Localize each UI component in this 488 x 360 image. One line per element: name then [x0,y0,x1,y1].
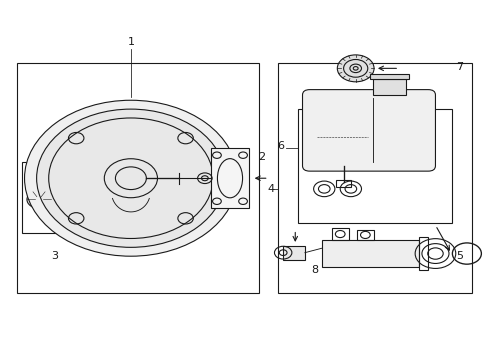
Bar [331,228,348,240]
Bar [356,230,373,240]
Bar [418,237,427,270]
Circle shape [24,100,237,256]
Circle shape [337,55,373,82]
Circle shape [27,191,51,208]
Text: 6: 6 [277,141,284,151]
Bar [369,74,408,79]
Bar [210,148,249,208]
Bar [278,63,471,293]
Bar [17,63,259,293]
Text: 2: 2 [257,152,264,162]
Bar [297,109,451,222]
Text: 7: 7 [455,62,462,72]
Text: 5: 5 [455,251,462,261]
Text: 1: 1 [127,37,134,47]
Bar [22,162,90,233]
Bar [283,246,305,260]
Bar [321,240,418,267]
FancyBboxPatch shape [302,90,435,171]
Text: 4: 4 [267,184,274,194]
Bar [336,180,350,187]
Text: 3: 3 [51,251,59,261]
Bar [372,79,406,95]
Text: 8: 8 [310,265,318,275]
Circle shape [37,109,224,247]
